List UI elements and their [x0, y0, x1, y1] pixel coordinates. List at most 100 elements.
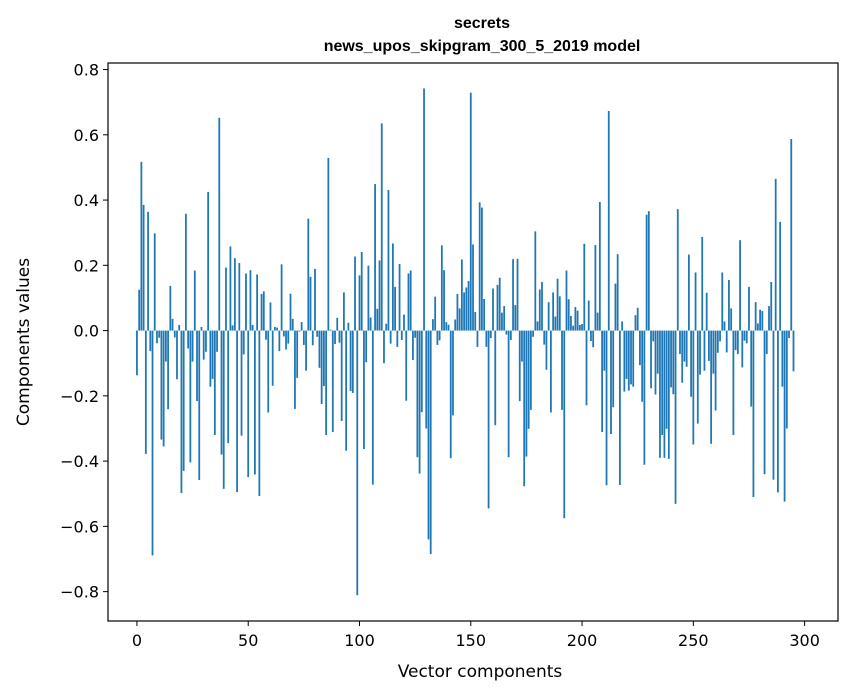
bar: [534, 231, 537, 331]
bar: [690, 330, 692, 397]
bar: [396, 330, 399, 347]
bar: [251, 325, 254, 331]
bar: [340, 330, 343, 421]
bar: [612, 330, 615, 408]
bar: [287, 330, 290, 344]
bar: [525, 330, 528, 457]
bar: [164, 330, 167, 362]
bar: [151, 330, 154, 556]
bar: [587, 300, 590, 331]
bar: [774, 178, 777, 331]
bar: [605, 330, 608, 486]
bar: [478, 202, 481, 331]
bar: [365, 330, 368, 363]
x-tick-label: 50: [238, 631, 258, 650]
bar: [182, 330, 185, 471]
bar: [505, 330, 508, 335]
bar: [699, 330, 701, 375]
bar: [187, 330, 190, 349]
bar: [576, 310, 579, 331]
bar: [280, 264, 283, 331]
bar: [449, 330, 452, 459]
bar: [474, 311, 477, 331]
bar: [282, 330, 285, 337]
bar: [772, 330, 775, 480]
bar: [565, 270, 568, 331]
bar: [376, 308, 379, 331]
bar: [661, 330, 664, 435]
bar: [728, 280, 730, 331]
bar: [458, 308, 461, 331]
bar: [583, 243, 586, 331]
bar: [578, 325, 581, 331]
bar: [625, 330, 628, 379]
bar: [334, 330, 336, 344]
y-axis-label: Components values: [14, 258, 34, 426]
bar: [412, 330, 414, 360]
bar: [701, 236, 704, 331]
bar: [211, 330, 214, 379]
bar: [147, 211, 149, 331]
y-tick-label: 0.0: [74, 322, 99, 341]
bar: [476, 330, 479, 347]
bar: [460, 259, 463, 331]
bar: [719, 330, 721, 342]
bar: [654, 330, 657, 395]
bar: [708, 330, 710, 361]
bar: [149, 330, 152, 352]
bar: [296, 330, 299, 378]
bar: [436, 330, 439, 345]
bar: [387, 189, 390, 331]
bar: [572, 325, 575, 331]
bar: [409, 270, 412, 331]
bar: [632, 330, 635, 387]
bar: [547, 302, 550, 331]
bar: [610, 330, 612, 435]
bar: [536, 321, 539, 331]
bar: [191, 330, 194, 362]
bar: [785, 330, 788, 429]
bar: [434, 296, 437, 331]
bar: [527, 330, 530, 429]
bar: [196, 330, 198, 402]
bar: [636, 307, 639, 331]
bar: [529, 330, 532, 410]
bar: [218, 117, 221, 331]
bar: [351, 330, 354, 393]
bar: [338, 330, 341, 343]
bar: [231, 325, 234, 331]
bar: [641, 330, 644, 402]
bar: [169, 285, 172, 331]
bar: [383, 330, 385, 364]
bar: [225, 267, 227, 331]
bar: [781, 330, 784, 387]
bar: [712, 330, 715, 374]
bar: [683, 330, 686, 362]
bar: [407, 273, 410, 331]
bar: [278, 330, 281, 352]
bar: [761, 311, 764, 331]
bar: [656, 330, 659, 374]
bar: [570, 315, 572, 331]
bar: [318, 330, 321, 368]
bar: [590, 330, 592, 342]
bar: [445, 322, 448, 331]
bar: [416, 330, 419, 458]
bar: [469, 92, 472, 331]
bar: [614, 283, 617, 331]
x-tick-label: 0: [132, 631, 142, 650]
bar: [765, 330, 768, 355]
bar: [770, 281, 773, 331]
bar: [349, 330, 352, 391]
bar: [420, 330, 423, 413]
bar: [652, 330, 655, 342]
bar: [414, 330, 417, 338]
bar: [745, 330, 748, 344]
bar: [178, 325, 181, 331]
bar: [516, 258, 519, 331]
bar: [554, 316, 557, 331]
bar: [447, 324, 450, 331]
bar: [703, 330, 706, 371]
